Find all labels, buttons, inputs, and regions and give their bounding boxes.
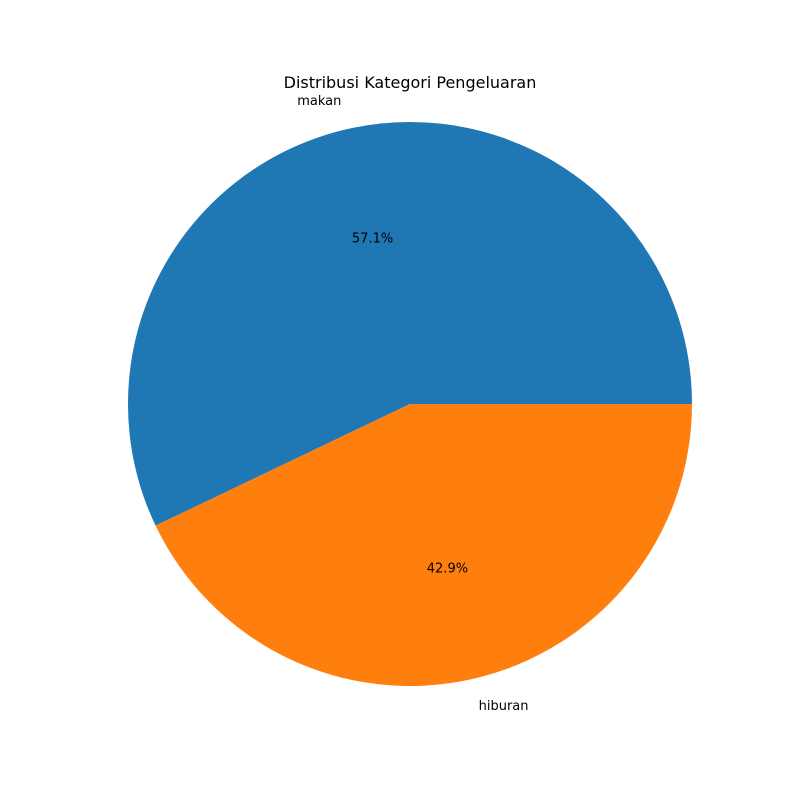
pie-slices	[127, 122, 693, 686]
pie-slice-makan	[127, 122, 693, 526]
pct-label-makan: 57.1%	[352, 231, 393, 246]
pie-labels: makan 57.1% hiburan 42.9%	[297, 94, 528, 714]
slice-label-hiburan: hiburan	[479, 699, 529, 714]
chart-title: Distribusi Kategori Pengeluaran	[284, 73, 537, 92]
pct-label-hiburan: 42.9%	[427, 562, 468, 577]
pie-slice-hiburan	[155, 404, 693, 686]
slice-label-makan: makan	[297, 94, 341, 109]
